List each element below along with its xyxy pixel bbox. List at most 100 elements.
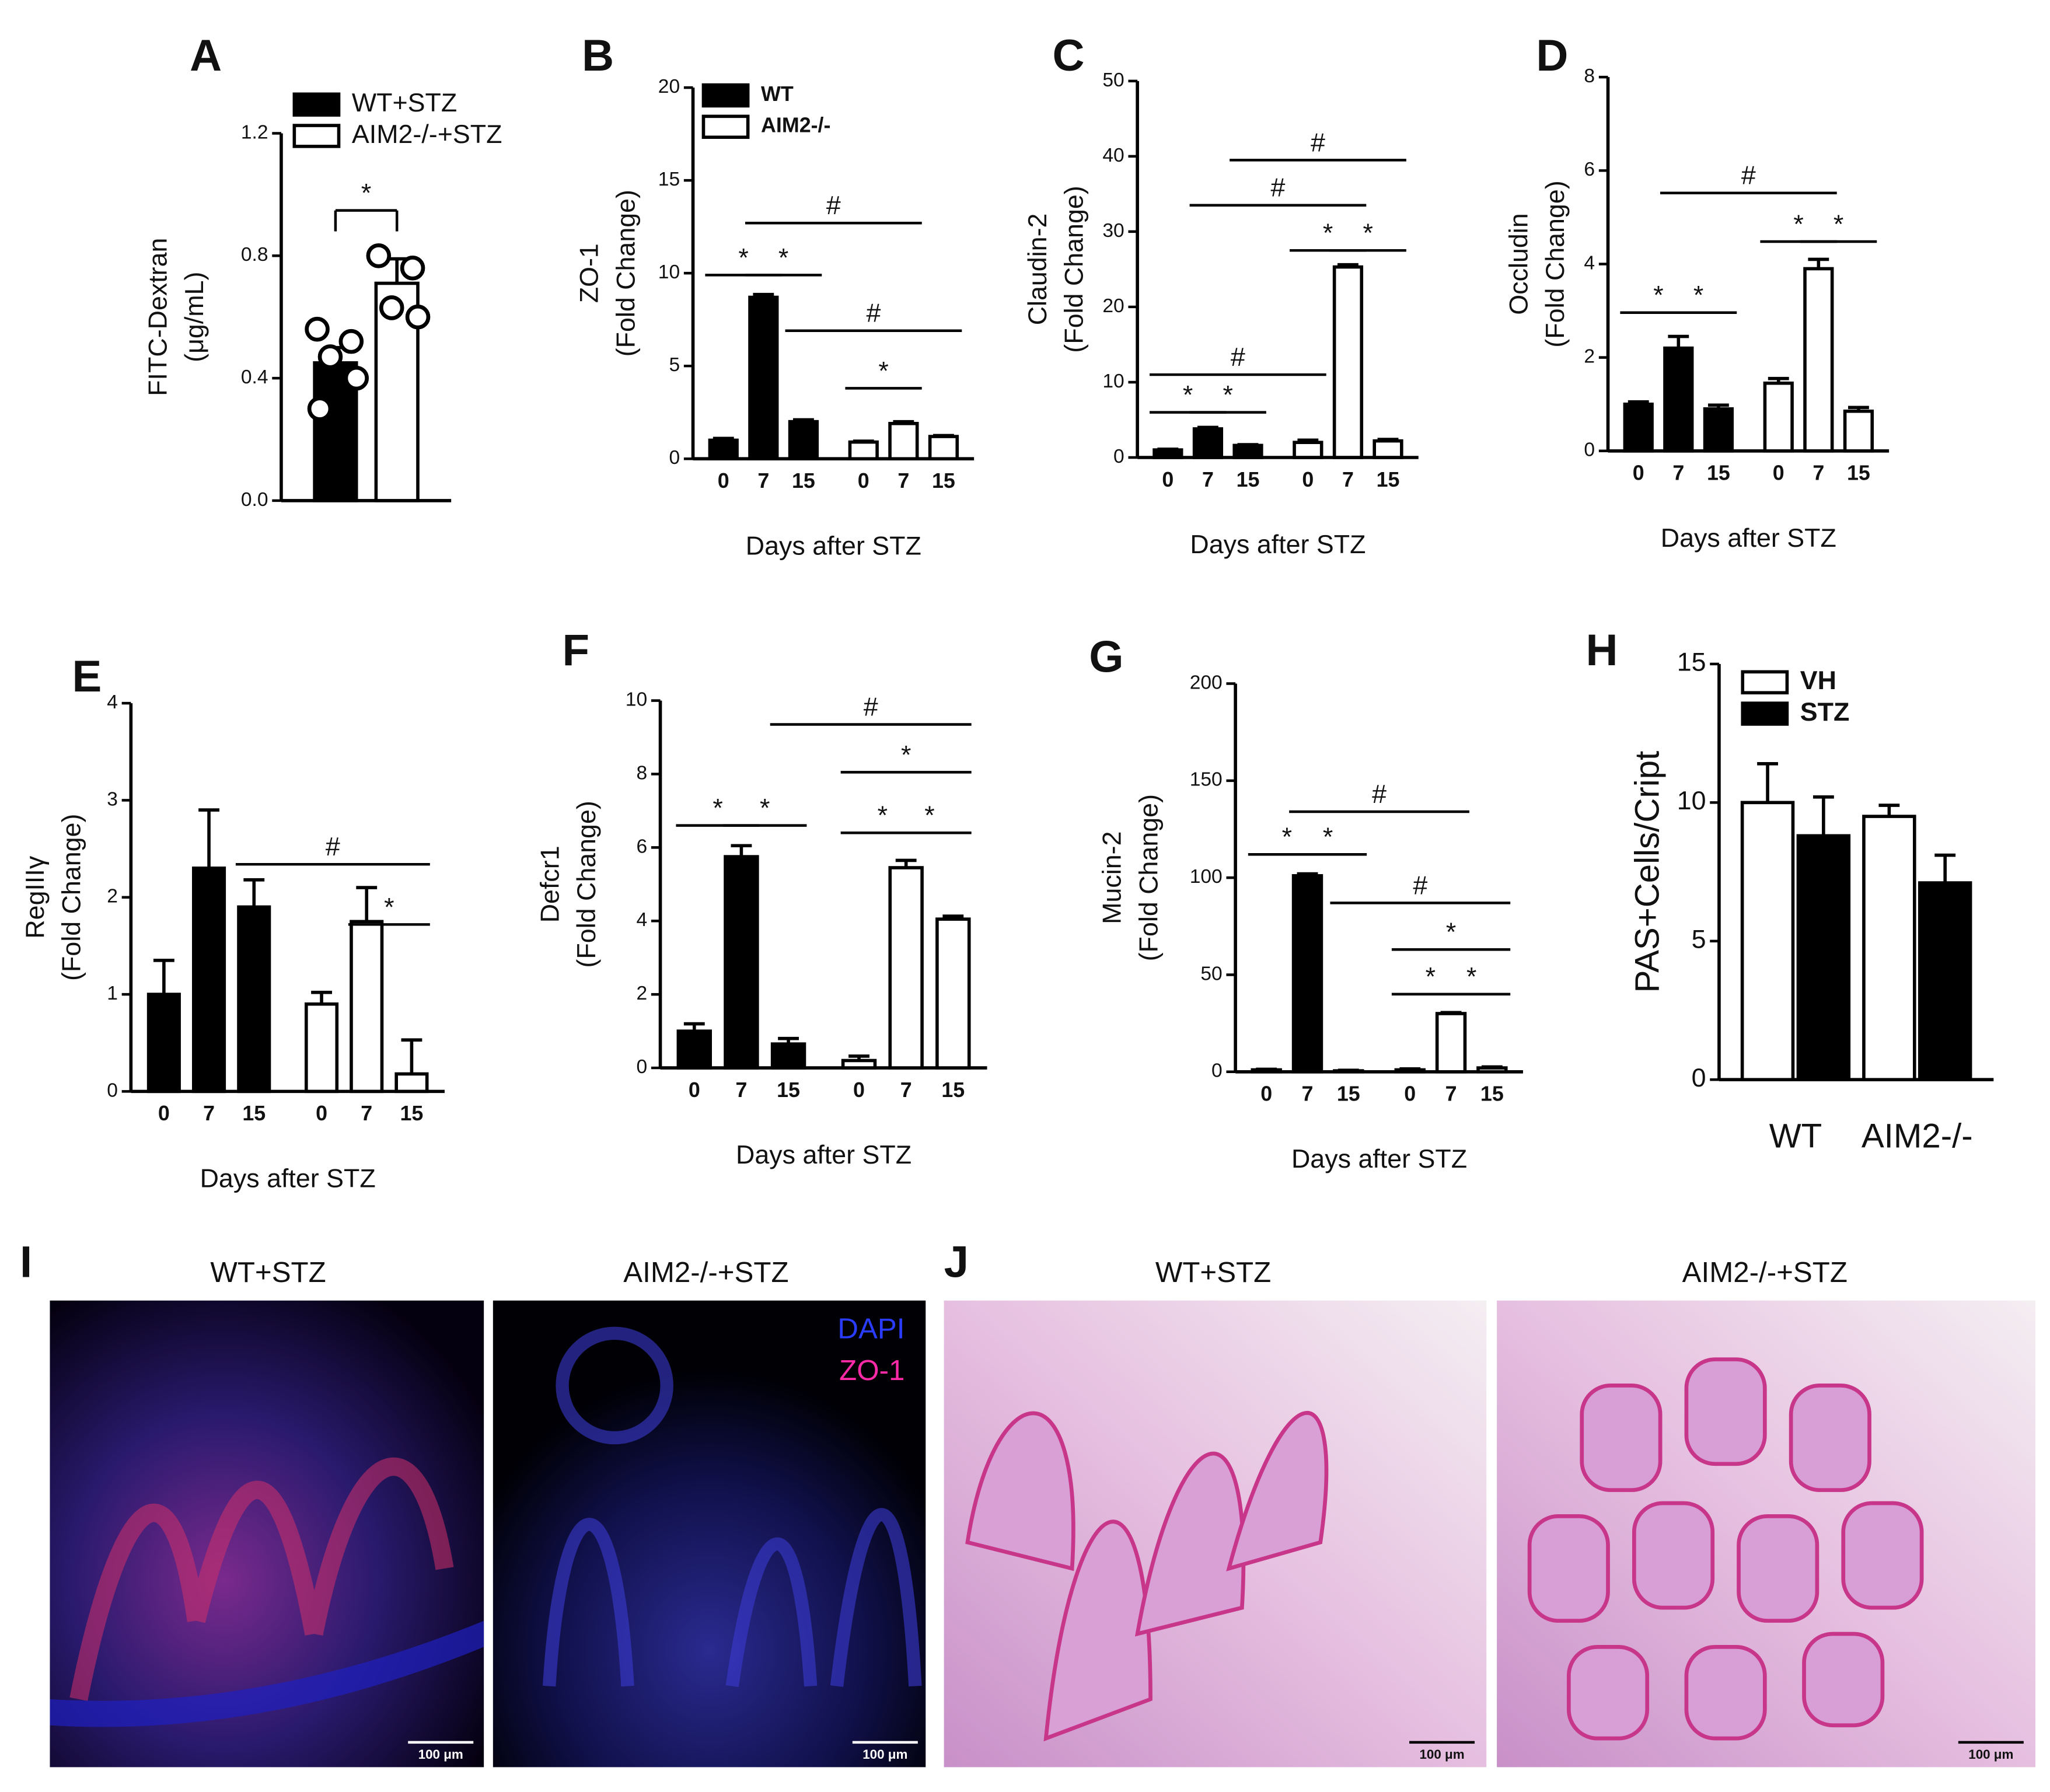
y-axis-label: Occludin	[1504, 213, 1533, 315]
bar	[1373, 439, 1403, 459]
bar	[1232, 443, 1263, 459]
bar	[748, 295, 779, 461]
bar	[1862, 815, 1916, 1082]
scale-bar-label: 100 μm	[862, 1747, 907, 1762]
significance-label: *	[361, 179, 371, 208]
y-axis-label: Defcr1	[535, 846, 564, 923]
x-tick-label: 7	[1812, 462, 1824, 485]
image-caption: WT+STZ	[210, 1256, 326, 1288]
y-tick-label: 0.0	[241, 489, 268, 511]
significance-label: *	[1693, 281, 1703, 310]
y-tick-label: 10	[1677, 786, 1706, 815]
data-point	[405, 304, 431, 330]
significance-label: *	[1183, 380, 1193, 410]
x-tick-label: AIM2-/-	[1862, 1117, 1973, 1155]
bar	[192, 867, 226, 1094]
data-point	[366, 243, 392, 268]
y-tick-label: 10	[1102, 371, 1124, 392]
x-tick-label: 15	[1237, 468, 1260, 491]
bar	[146, 993, 181, 1094]
scale-bar-label: 100 μm	[1968, 1747, 2013, 1762]
bar	[788, 420, 819, 461]
y-axis-label: Claudin-2	[1023, 214, 1052, 326]
y-axis-label: (Fold Change)	[572, 801, 601, 967]
significance-label: #	[1413, 871, 1427, 900]
x-tick-label: 0	[1404, 1082, 1416, 1106]
bar	[305, 1002, 339, 1094]
x-axis-label: Days after STZ	[736, 1140, 912, 1169]
significance-label: *	[1323, 218, 1333, 247]
x-tick-label: 15	[941, 1078, 965, 1102]
legend-swatch	[1741, 670, 1789, 694]
bar	[1796, 834, 1851, 1082]
y-axis-label: (μg/mL)	[180, 272, 209, 362]
panel-letter: J	[944, 1237, 969, 1287]
panel-letter: B	[582, 31, 614, 81]
y-tick-label: 20	[1102, 295, 1124, 317]
tissue-edge	[50, 1620, 484, 1727]
bar	[1435, 1012, 1467, 1074]
x-tick-label: 7	[757, 469, 769, 492]
image-caption: AIM2-/-+STZ	[1682, 1256, 1848, 1288]
y-axis-label: (Fold Change)	[1060, 186, 1089, 352]
bar	[1192, 427, 1224, 459]
y-axis-label: (Fold Change)	[1134, 794, 1163, 961]
bar	[1763, 381, 1794, 453]
x-tick-label: 15	[1377, 468, 1400, 491]
y-tick-label: 0.8	[241, 244, 268, 266]
legend-label: WT	[761, 82, 794, 106]
y-tick-label: 2	[636, 983, 647, 1004]
y-tick-label: 8	[1584, 65, 1595, 87]
channel-label: DAPI	[837, 1312, 904, 1344]
legend-swatch	[701, 114, 750, 139]
x-tick-label: 7	[203, 1102, 215, 1125]
y-axis-label: ZO-1	[575, 243, 604, 303]
data-point	[400, 255, 425, 281]
data-point	[344, 365, 369, 391]
x-tick-label: 0	[718, 469, 729, 492]
bar	[770, 1042, 806, 1070]
y-tick-label: 15	[658, 169, 680, 190]
x-axis-label: Days after STZ	[200, 1164, 376, 1193]
y-tick-label: 2	[1584, 346, 1595, 368]
y-axis-label: Mucin-2	[1098, 831, 1127, 924]
bar	[1332, 265, 1364, 459]
bar	[708, 438, 739, 461]
y-tick-label: 3	[107, 788, 118, 810]
y-tick-label: 50	[1102, 69, 1124, 91]
y-tick-label: 50	[1200, 963, 1222, 984]
x-tick-label: 7	[1445, 1082, 1457, 1106]
significance-label: #	[866, 299, 881, 328]
legend-label: AIM2-/-+STZ	[352, 120, 502, 149]
tissue-texture	[1527, 1357, 1924, 1741]
significance-label: #	[1231, 343, 1245, 372]
significance-label: *	[878, 801, 888, 830]
panel-letter: A	[190, 31, 222, 81]
y-tick-label: 8	[636, 762, 647, 784]
bar	[724, 855, 759, 1070]
bar	[888, 421, 919, 461]
y-tick-label: 0	[1113, 446, 1124, 467]
y-tick-label: 5	[669, 354, 680, 376]
bar	[1803, 267, 1834, 453]
scale-bar-label: 100 μm	[1419, 1747, 1464, 1762]
y-axis-label: PAS+Cells/Cript	[1629, 751, 1667, 993]
significance-label: #	[1311, 128, 1325, 157]
significance-label: *	[713, 794, 722, 823]
panel-letter: G	[1089, 632, 1123, 682]
panel-letter: D	[1536, 31, 1568, 81]
data-point	[317, 344, 343, 369]
channel-label: ZO-1	[839, 1354, 904, 1386]
y-tick-label: 0	[1584, 439, 1595, 461]
y-axis-label: (Fold Change)	[57, 814, 86, 981]
significance-label: *	[878, 356, 888, 385]
bar	[1740, 801, 1795, 1082]
tissue-texture	[965, 1411, 1329, 1742]
panel-letter: I	[20, 1237, 32, 1287]
x-tick-label: 0	[1302, 468, 1314, 491]
significance-label: *	[1363, 218, 1373, 247]
bar	[1394, 1068, 1426, 1074]
x-tick-label: 0	[158, 1102, 170, 1125]
bar	[1843, 409, 1874, 453]
x-tick-label: 15	[932, 469, 955, 492]
